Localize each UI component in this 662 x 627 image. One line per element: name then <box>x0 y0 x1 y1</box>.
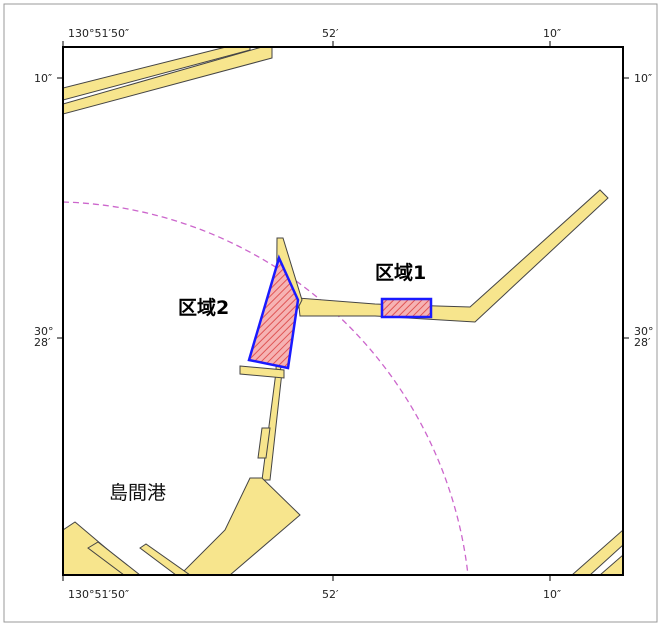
area-2-zone <box>247 254 300 370</box>
left-lat-label-top: 10″ <box>34 72 52 85</box>
top-lon-label-3: 10″ <box>543 27 561 40</box>
area-2-label: 区域2 <box>178 296 229 319</box>
breakwater-top-1 <box>63 47 251 101</box>
right-lat-label-top: 10″ <box>634 72 652 85</box>
top-lon-label-1: 130°51′50″ <box>68 27 129 40</box>
right-lat-label-mid-1: 30° <box>634 325 654 338</box>
bottom-lon-label-3: 10″ <box>543 588 561 601</box>
land-bottom-right-1 <box>571 529 623 575</box>
jetty-bottom-left <box>87 541 141 575</box>
breakwater-spur <box>239 365 285 379</box>
left-lat-label-mid-1: 30° <box>34 325 54 338</box>
left-lat-label-mid-2: 28′ <box>34 336 51 349</box>
land-bottom-right-2 <box>599 554 623 575</box>
jetty-lower <box>139 543 191 575</box>
map-frame <box>62 46 624 576</box>
tick-marks <box>57 41 629 581</box>
right-lat-label-mid-2: 28′ <box>634 336 651 349</box>
breakwater-top-2 <box>63 47 273 115</box>
top-lon-label-2: 52′ <box>322 27 339 40</box>
port-label: 島間港 <box>109 482 166 504</box>
area-1-label: 区域1 <box>375 261 426 284</box>
area-1-zone <box>380 297 433 319</box>
breakwater-stub <box>257 427 271 459</box>
bottom-lon-label-1: 130°51′50″ <box>68 588 129 601</box>
map-content <box>63 47 623 575</box>
bottom-lon-label-2: 52′ <box>322 588 339 601</box>
land-lower-center <box>179 477 301 575</box>
